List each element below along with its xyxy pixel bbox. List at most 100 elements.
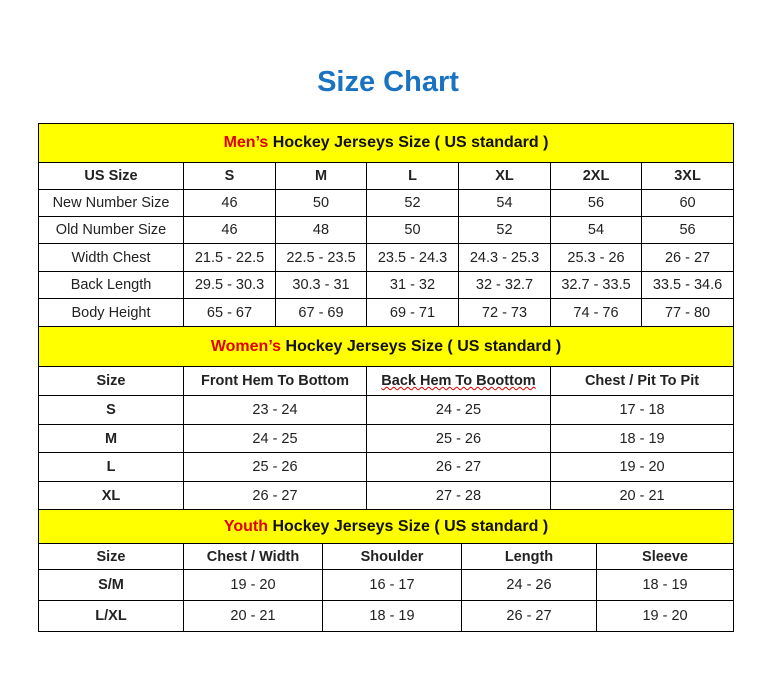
- table-cell: 25.3 - 26: [550, 243, 642, 272]
- page-title: Size Chart: [317, 66, 459, 98]
- table-row: Old Number Size 46 48 50 52 54 56: [38, 216, 735, 244]
- mens-section-header: Men’s Hockey Jerseys Size ( US standard …: [37, 123, 735, 163]
- table-cell: 22.5 - 23.5: [275, 243, 367, 272]
- column-header: Sleeve: [595, 543, 735, 570]
- column-header: 3XL: [640, 162, 735, 190]
- table-cell: 24 - 26: [461, 569, 597, 601]
- table-cell: 20 - 21: [549, 481, 735, 510]
- table-cell: 32 - 32.7: [458, 271, 551, 299]
- table-cell: 18 - 19: [322, 600, 462, 632]
- table-cell: 65 - 67: [183, 298, 276, 327]
- table-cell: 33.5 - 34.6: [640, 271, 735, 299]
- column-header: Size: [38, 366, 184, 396]
- row-label: L/XL: [38, 600, 184, 632]
- section-header-highlight: Men’s: [223, 134, 269, 151]
- column-header-label: US Size: [84, 168, 138, 184]
- table-cell: 16 - 17: [322, 569, 462, 601]
- table-cell: 26 - 27: [183, 481, 367, 510]
- section-header-highlight: Youth: [223, 517, 269, 535]
- table-cell: 50: [366, 216, 459, 244]
- column-header-label: Shoulder: [360, 548, 424, 565]
- column-header-label: Size: [96, 373, 126, 389]
- table-cell: 46: [183, 189, 276, 217]
- row-label: L: [38, 452, 184, 482]
- column-header-label: 2XL: [582, 168, 610, 184]
- column-header: Length: [461, 543, 597, 570]
- column-header: Chest / Width: [183, 543, 323, 570]
- table-cell: 24 - 25: [366, 395, 551, 425]
- row-label: M: [38, 424, 184, 453]
- table-cell: 21.5 - 22.5: [183, 243, 276, 272]
- column-header: 2XL: [550, 162, 642, 190]
- table-row: L/XL 20 - 21 18 - 19 26 - 27 19 - 20: [38, 600, 735, 632]
- table-cell: 56: [640, 216, 735, 244]
- table-cell: 26 - 27: [366, 452, 551, 482]
- table-cell: 56: [550, 189, 642, 217]
- table-cell: 52: [458, 216, 551, 244]
- table-cell: 19 - 20: [595, 600, 735, 632]
- table-cell: 24.3 - 25.3: [458, 243, 551, 272]
- table-cell: 25 - 26: [366, 424, 551, 453]
- table-cell: 23 - 24: [183, 395, 367, 425]
- column-header-label: Size: [96, 548, 126, 565]
- table-cell: 20 - 21: [183, 600, 323, 632]
- section-header-text: Hockey Jerseys Size ( US standard ): [268, 134, 549, 151]
- table-row: Back Length 29.5 - 30.3 30.3 - 31 31 - 32 32…: [38, 271, 735, 299]
- table-cell: 32.7 - 33.5: [550, 271, 642, 299]
- table-cell: 48: [275, 216, 367, 244]
- table-cell: 29.5 - 30.3: [183, 271, 276, 299]
- womens-size-table: Women’s Hockey Jerseys Size ( US standar…: [37, 326, 735, 510]
- column-header-label: Back Hem To Boottom: [381, 373, 536, 389]
- section-header-text: Hockey Jerseys Size ( US standard ): [268, 517, 549, 535]
- column-header-label: Chest / Width: [206, 548, 300, 565]
- row-label: Old Number Size: [38, 216, 184, 244]
- table-cell: 74 - 76: [550, 298, 642, 327]
- table-row: L 25 - 26 26 - 27 19 - 20: [38, 452, 735, 482]
- row-label: S/M: [38, 569, 184, 601]
- table-cell: 31 - 32: [366, 271, 459, 299]
- table-cell: 19 - 20: [183, 569, 323, 601]
- table-cell: 54: [550, 216, 642, 244]
- column-header-label: Chest / Pit To Pit: [584, 373, 700, 389]
- column-header-label: Sleeve: [642, 548, 688, 565]
- column-header: Size: [38, 543, 184, 570]
- table-cell: 77 - 80: [640, 298, 735, 327]
- table-cell: 50: [275, 189, 367, 217]
- column-header-label: 3XL: [674, 168, 701, 184]
- row-label: S: [38, 395, 184, 425]
- table-cell: 26 - 27: [461, 600, 597, 632]
- column-header: L: [366, 162, 459, 190]
- table-row: XL 26 - 27 27 - 28 20 - 21: [38, 481, 735, 510]
- column-header-row: Size Chest / Width Shoulder Length Sleeve: [38, 543, 735, 570]
- table-row: New Number Size 46 50 52 54 56 60: [38, 189, 735, 217]
- table-cell: 25 - 26: [183, 452, 367, 482]
- section-header-text: Hockey Jerseys Size ( US standard ): [281, 337, 562, 355]
- column-header-label: Length: [504, 548, 554, 565]
- table-cell: 18 - 19: [595, 569, 735, 601]
- table-cell: 54: [458, 189, 551, 217]
- column-header-row: Size Front Hem To Bottom Back Hem To Boott…: [38, 366, 735, 396]
- column-header: Chest / Pit To Pit: [549, 366, 735, 396]
- column-header-label: M: [314, 168, 328, 184]
- column-header-label: S: [224, 168, 235, 184]
- youth-size-table: Youth Hockey Jerseys Size ( US standard …: [37, 509, 735, 632]
- section-header-highlight: Women’s: [210, 337, 282, 355]
- womens-section-header: Women’s Hockey Jerseys Size ( US standar…: [37, 326, 735, 367]
- table-cell: 72 - 73: [458, 298, 551, 327]
- table-cell: 67 - 69: [275, 298, 367, 327]
- row-label: XL: [38, 481, 184, 510]
- column-header-label: Front Hem To Bottom: [201, 373, 349, 389]
- row-label: Back Length: [38, 271, 184, 299]
- table-row: Width Chest 21.5 - 22.5 22.5 - 23.5 23.5 - …: [38, 243, 735, 272]
- column-header: Shoulder: [322, 543, 462, 570]
- table-row: Body Height 65 - 67 67 - 69 69 - 71 72 - 73 7…: [38, 298, 735, 327]
- column-header: S: [183, 162, 276, 190]
- column-header-label: L: [408, 168, 417, 184]
- table-cell: 27 - 28: [366, 481, 551, 510]
- column-header: Front Hem To Bottom: [183, 366, 367, 396]
- table-cell: 30.3 - 31: [275, 271, 367, 299]
- table-row: S 23 - 24 24 - 25 17 - 18: [38, 395, 735, 425]
- table-row: S/M 19 - 20 16 - 17 24 - 26 18 - 19: [38, 569, 735, 601]
- table-cell: 52: [366, 189, 459, 217]
- column-header: US Size: [38, 162, 184, 190]
